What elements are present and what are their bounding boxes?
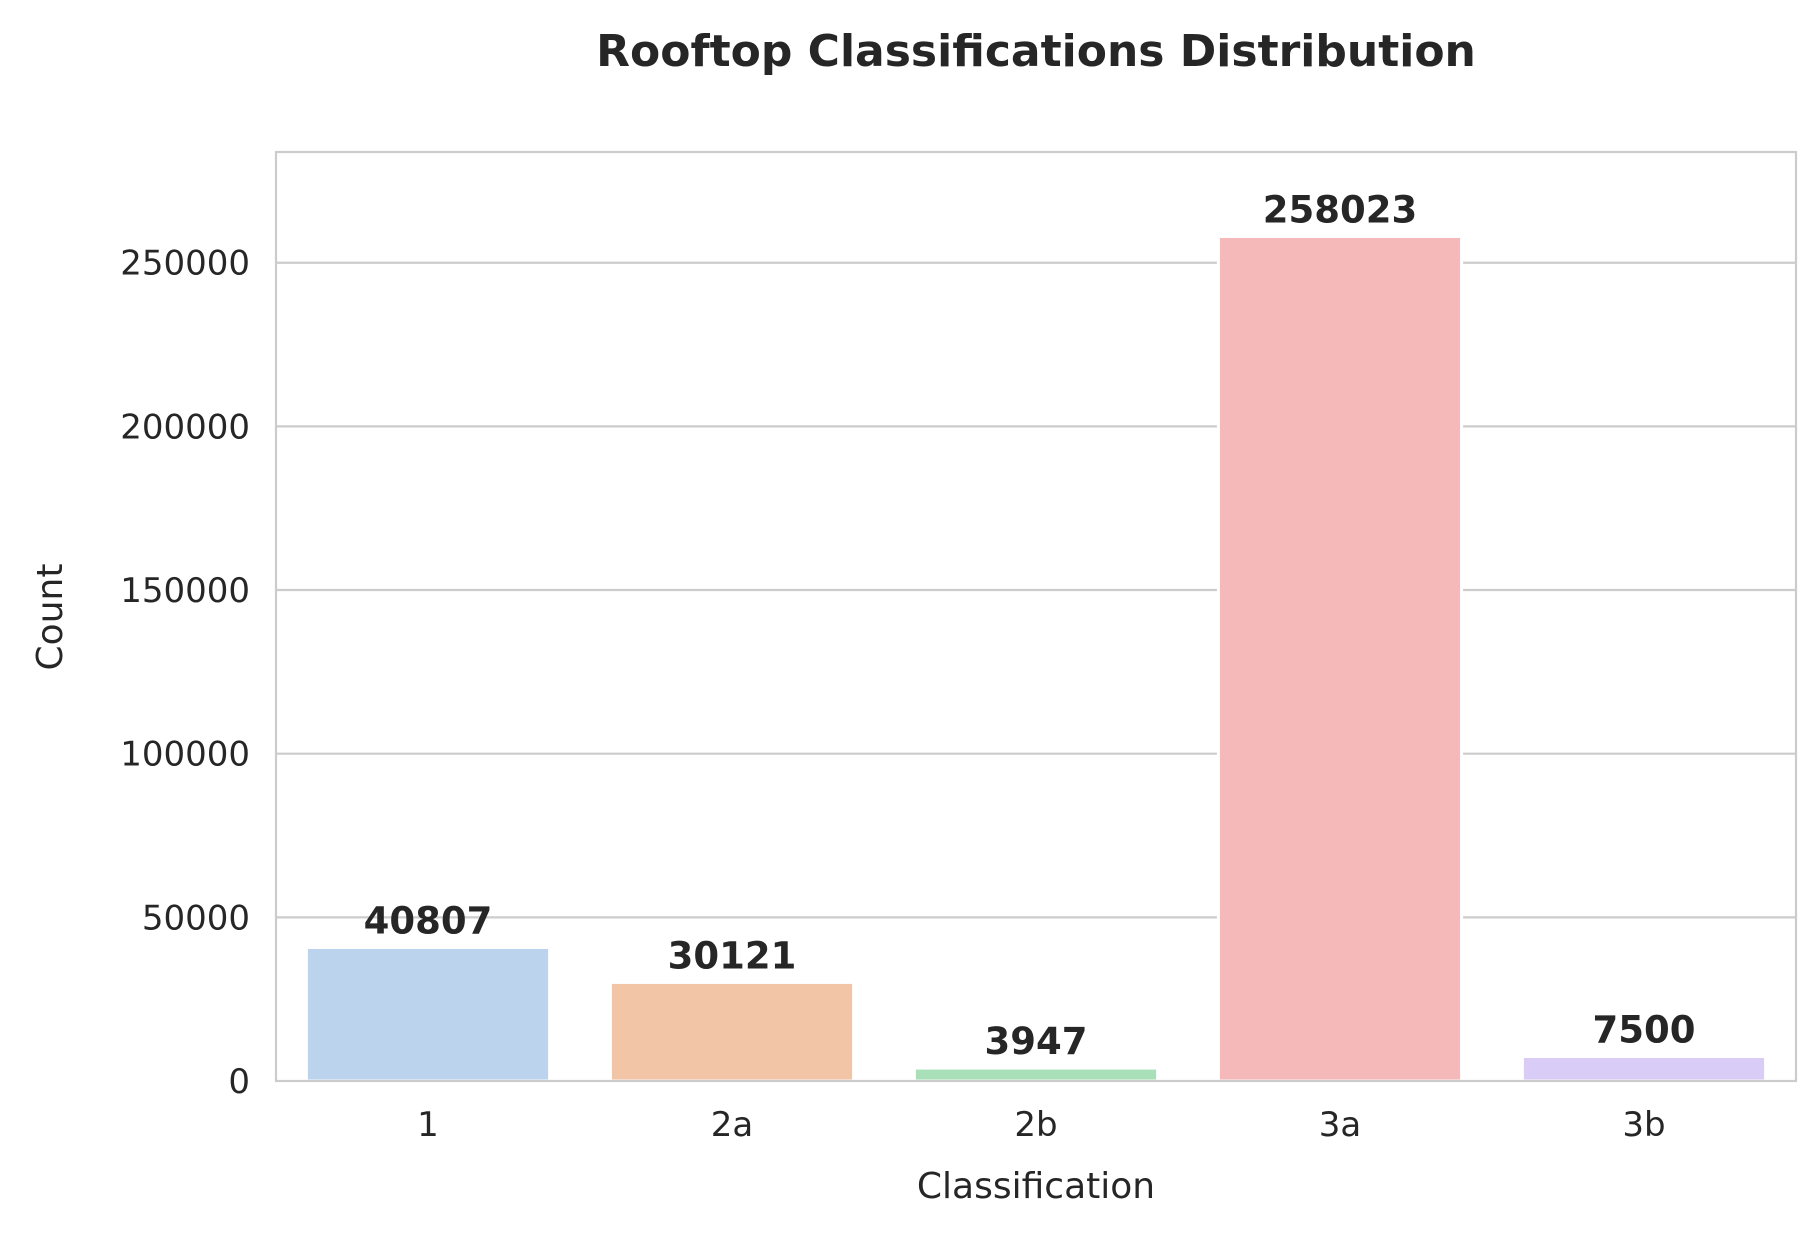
- bar-3a: [1216, 234, 1464, 1083]
- x-tick-label: 2a: [711, 1105, 753, 1145]
- data-label-3a: 258023: [1263, 188, 1417, 231]
- y-tick-label: 0: [228, 1062, 250, 1102]
- x-tick-label: 2b: [1014, 1105, 1057, 1145]
- x-axis-ticks: 1 2a 2b 3a 3b: [417, 1105, 1665, 1145]
- data-label-1: 40807: [364, 899, 493, 942]
- x-axis-label: Classification: [917, 1166, 1155, 1207]
- y-tick-label: 100000: [120, 735, 250, 775]
- data-label-3b: 7500: [1593, 1008, 1696, 1051]
- y-tick-label: 50000: [142, 898, 250, 938]
- gridlines: [276, 261, 1796, 919]
- plot-frame: [274, 150, 1798, 1083]
- x-tick-label: 3a: [1319, 1105, 1361, 1145]
- x-tick-label: 3b: [1622, 1105, 1665, 1145]
- bar-1: [304, 945, 552, 1083]
- chart-title: Rooftop Classifications Distribution: [596, 26, 1476, 77]
- bar-3b: [1520, 1054, 1768, 1083]
- bar-2b: [912, 1066, 1160, 1083]
- data-label-2a: 30121: [668, 934, 797, 977]
- bars: [304, 234, 1768, 1083]
- x-tick-label: 1: [417, 1105, 439, 1145]
- y-axis-ticks: 0 50000 100000 150000 200000 250000: [120, 244, 250, 1102]
- y-tick-label: 250000: [120, 244, 250, 284]
- bar-2a: [608, 980, 856, 1083]
- y-axis-label: Count: [30, 564, 71, 671]
- y-tick-label: 150000: [120, 571, 250, 611]
- data-label-2b: 3947: [985, 1020, 1088, 1063]
- data-labels: 40807 30121 3947 258023 7500: [364, 188, 1696, 1063]
- y-tick-label: 200000: [120, 407, 250, 447]
